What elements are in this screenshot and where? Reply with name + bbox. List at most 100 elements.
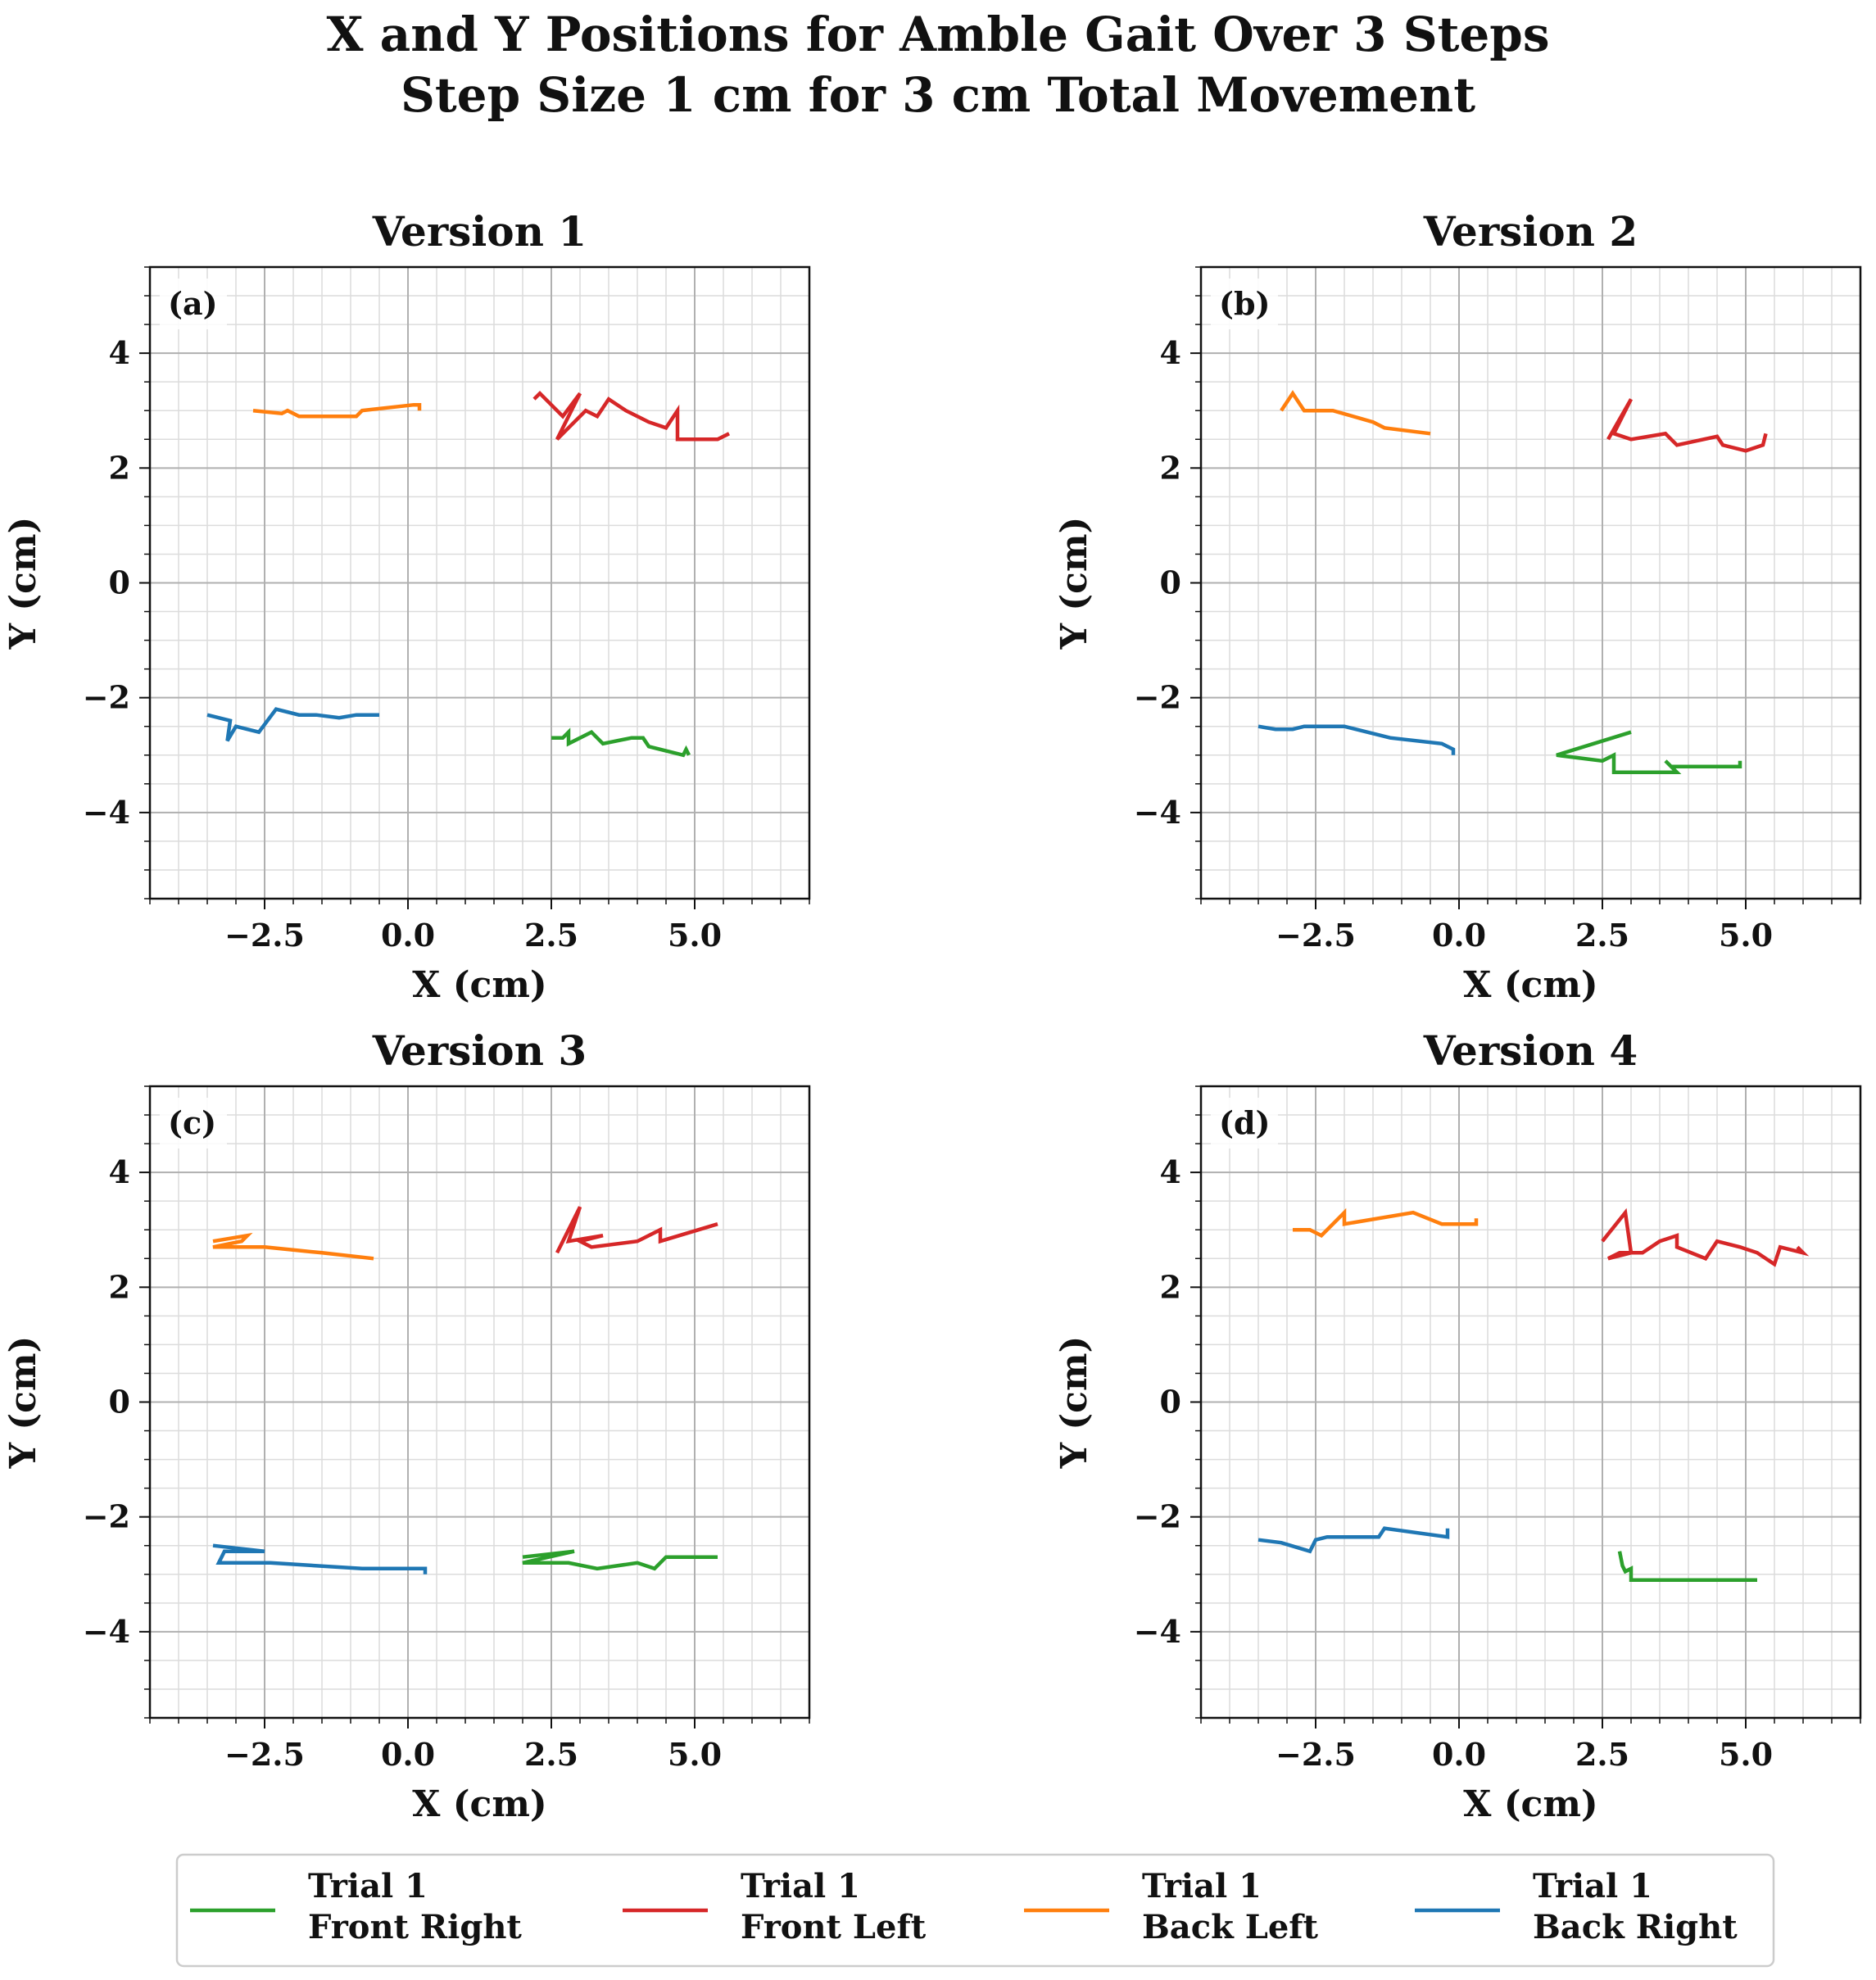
y-tick-label: −4 — [83, 794, 130, 831]
panel-label: (b) — [1219, 285, 1271, 322]
panel-title: Version 1 — [372, 207, 587, 256]
x-tick-label: −2.5 — [224, 917, 305, 954]
x-tick-label: −2.5 — [1276, 917, 1356, 954]
panels: −2.5 0.0 2.5 5.0 −4 −2 0 2 4 Version 1 X (cm) Y (cm… — [2, 207, 1862, 1825]
figure-title-line2: Step Size 1 cm for 3 cm Total Movement — [401, 67, 1475, 123]
x-tick-label: 5.0 — [668, 917, 722, 954]
x-tick-label: 2.5 — [524, 1736, 578, 1773]
x-tick-label: 5.0 — [668, 1736, 722, 1773]
panel-3: −2.5 0.0 2.5 5.0 −4 −2 0 2 4 Version 3 X (cm) Y (cm… — [2, 1026, 811, 1825]
grid — [150, 1086, 809, 1718]
y-tick-label: −4 — [83, 1613, 130, 1650]
x-tick-label: −2.5 — [1276, 1736, 1356, 1773]
y-tick-label: 2 — [109, 449, 130, 486]
x-tick-label: 2.5 — [1575, 1736, 1629, 1773]
panel-title: Version 4 — [1423, 1026, 1638, 1075]
y-axis-label: Y (cm) — [1054, 1336, 1095, 1470]
y-tick-label: −2 — [83, 1498, 130, 1535]
series-line-front-left — [555, 1206, 718, 1254]
series-line-front-left — [532, 391, 731, 442]
y-tick-label: 2 — [1160, 449, 1181, 486]
legend-label-line1: Trial 1 — [308, 1867, 428, 1905]
x-tick-label: 2.5 — [524, 917, 578, 954]
panel-title: Version 2 — [1423, 207, 1638, 256]
x-tick-label: 0.0 — [381, 917, 435, 954]
y-tick-label: 2 — [109, 1268, 130, 1305]
x-tick-label: 5.0 — [1719, 1736, 1773, 1773]
series-line-back-right — [206, 707, 379, 742]
x-axis-label: X (cm) — [1463, 964, 1597, 1006]
figure-title-line1: X and Y Positions for Amble Gait Over 3 … — [326, 7, 1549, 62]
y-tick-label: 0 — [109, 1384, 130, 1420]
panel-label: (d) — [1219, 1104, 1271, 1141]
y-tick-label: −2 — [1134, 679, 1181, 716]
grid — [1201, 267, 1860, 899]
grid — [1201, 1086, 1860, 1718]
x-tick-label: 0.0 — [381, 1736, 435, 1773]
panel-title: Version 3 — [372, 1026, 587, 1075]
y-tick-label: 0 — [109, 564, 130, 601]
series-line-back-left — [1293, 1207, 1479, 1238]
legend-label-line1: Trial 1 — [1142, 1867, 1262, 1905]
legend-label-line1: Trial 1 — [741, 1867, 860, 1905]
legend-label-line2: Back Left — [1142, 1908, 1319, 1946]
series-line-front-right — [1617, 1551, 1757, 1583]
y-tick-label: −2 — [83, 679, 130, 716]
series-group — [1257, 390, 1768, 775]
x-tick-label: 2.5 — [1575, 917, 1629, 954]
legend-label-line2: Front Left — [741, 1908, 927, 1946]
y-tick-label: 4 — [1160, 1153, 1181, 1190]
legend-label-line1: Trial 1 — [1533, 1867, 1652, 1905]
y-axis-label: Y (cm) — [1054, 517, 1095, 650]
panel-label: (c) — [168, 1104, 216, 1141]
x-axis-label: X (cm) — [1463, 1783, 1597, 1825]
series-line-front-right — [1556, 730, 1742, 775]
y-tick-label: 0 — [1160, 564, 1181, 601]
y-tick-label: 4 — [1160, 334, 1181, 371]
series-line-front-left — [1601, 1207, 1810, 1267]
panel-label-box — [1211, 279, 1278, 329]
series-line-front-right — [551, 727, 691, 758]
series-line-front-right — [522, 1549, 718, 1571]
series-line-back-right — [212, 1543, 428, 1574]
y-tick-label: 0 — [1160, 1384, 1181, 1420]
legend-label-line2: Front Right — [308, 1908, 522, 1946]
x-tick-label: 0.0 — [1432, 917, 1486, 954]
series-line-back-left — [212, 1232, 374, 1261]
panel-4: −2.5 0.0 2.5 5.0 −4 −2 0 2 4 Version 4 X (cm) Y (cm… — [1054, 1026, 1862, 1825]
y-tick-label: 4 — [109, 334, 130, 371]
series-line-back-left — [252, 402, 422, 419]
x-tick-label: 0.0 — [1432, 1736, 1486, 1773]
panel-label-box — [160, 279, 227, 329]
series-line-back-left — [1280, 390, 1431, 436]
grid — [150, 267, 809, 899]
legend-label-line2: Back Right — [1533, 1908, 1738, 1946]
series-line-front-left — [1606, 398, 1768, 453]
legend-frame — [175, 1853, 1775, 1968]
x-axis-label: X (cm) — [412, 1783, 546, 1825]
panel-1: −2.5 0.0 2.5 5.0 −4 −2 0 2 4 Version 1 X (cm) Y (cm… — [2, 207, 811, 1006]
panel-label-box — [1211, 1098, 1278, 1149]
x-tick-label: −2.5 — [224, 1736, 305, 1773]
x-axis-label: X (cm) — [412, 964, 546, 1006]
series-group — [206, 391, 731, 758]
panel-label-box — [160, 1098, 227, 1149]
y-tick-label: 2 — [1160, 1268, 1181, 1305]
y-tick-label: −2 — [1134, 1498, 1181, 1535]
series-line-back-right — [1257, 1526, 1450, 1554]
panel-label: (a) — [168, 285, 218, 322]
y-axis-label: Y (cm) — [2, 517, 44, 650]
panel-2: −2.5 0.0 2.5 5.0 −4 −2 0 2 4 Version 2 X (cm) Y (cm… — [1054, 207, 1862, 1006]
series-group — [1257, 1207, 1810, 1583]
series-group — [212, 1206, 718, 1574]
series-line-back-right — [1257, 724, 1456, 755]
y-tick-label: −4 — [1134, 1613, 1181, 1650]
y-axis-label: Y (cm) — [2, 1336, 44, 1470]
y-tick-label: −4 — [1134, 794, 1181, 831]
